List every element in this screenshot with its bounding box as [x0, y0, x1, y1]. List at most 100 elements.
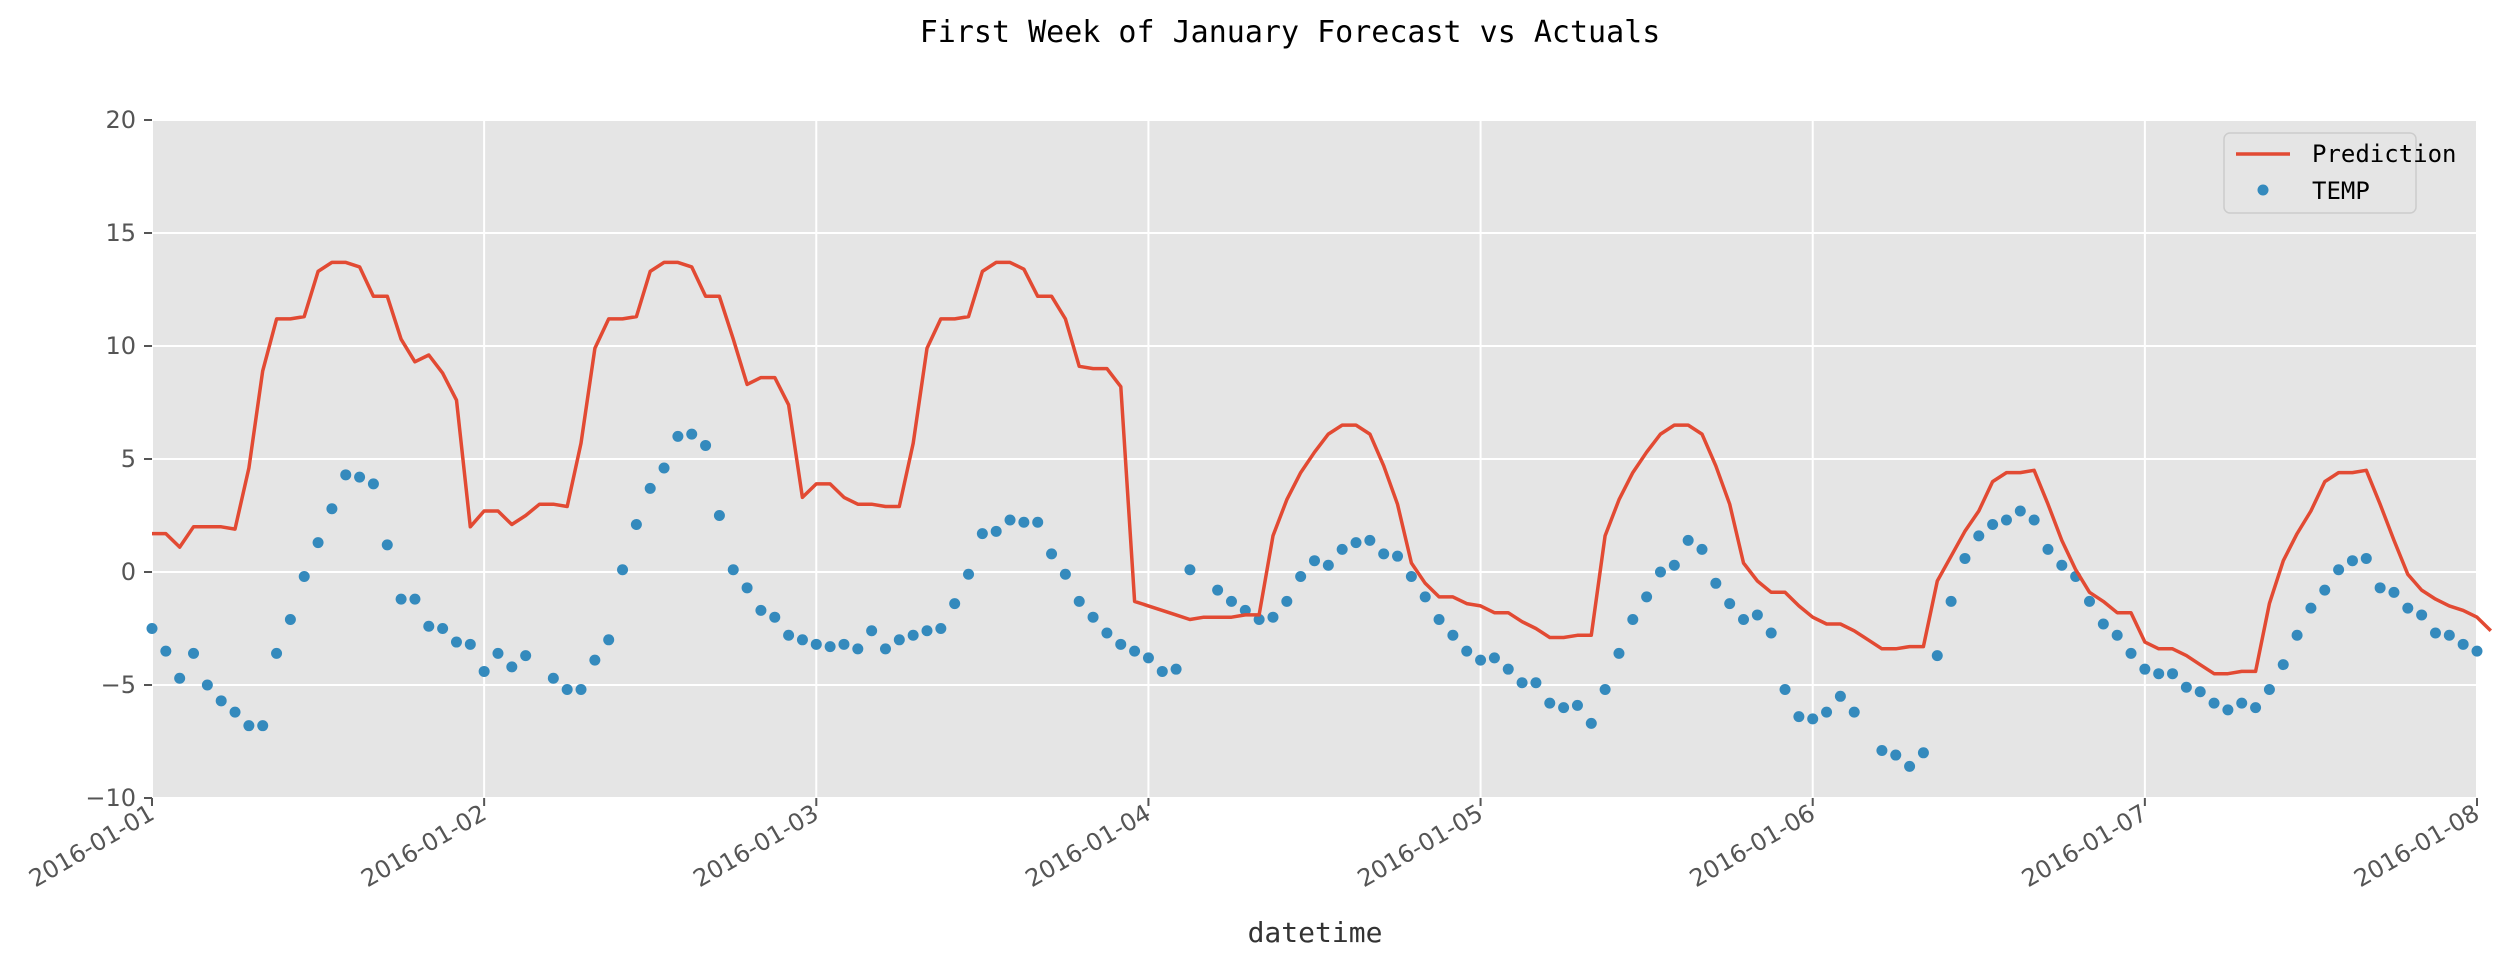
temp-point: [409, 593, 421, 605]
temp-point: [1392, 550, 1404, 562]
temp-point: [2111, 629, 2123, 641]
temp-point: [423, 620, 435, 632]
y-tick-label: 20: [105, 106, 136, 134]
temp-point: [326, 503, 338, 515]
prediction-series: [152, 260, 2493, 676]
temp-point: [796, 634, 808, 646]
temp-point: [575, 684, 587, 696]
temp-point: [976, 528, 988, 540]
temp-point: [1641, 591, 1653, 603]
temp-point: [1475, 654, 1487, 666]
temp-point: [1654, 566, 1666, 578]
x-axis: 2016-01-01 2016-01-02 2016-01-03 2016-01-04…: [24, 798, 2484, 893]
temp-point: [2263, 684, 2275, 696]
temp-point: [1571, 699, 1583, 711]
temp-point: [1738, 613, 1750, 625]
temp-point: [2457, 638, 2469, 650]
temp-point: [2429, 627, 2441, 639]
temp-point: [2319, 584, 2331, 596]
temp-point: [1585, 717, 1597, 729]
temp-point: [1876, 745, 1888, 757]
temp-point: [1821, 706, 1833, 718]
temp-point: [838, 638, 850, 650]
temp-point: [1516, 677, 1528, 689]
temp-point: [1032, 516, 1044, 528]
temp-point: [1807, 713, 1819, 725]
temp-point: [1931, 650, 1943, 662]
x-tick-label: 2016-01-07: [2017, 799, 2152, 893]
temp-point: [229, 706, 241, 718]
temp-point: [2471, 645, 2483, 657]
y-tick-label: 0: [121, 558, 136, 586]
temp-point: [1959, 552, 1971, 564]
temp-point: [1115, 638, 1127, 650]
temp-series: [146, 428, 2483, 772]
temp-point: [1073, 595, 1085, 607]
temp-point: [755, 604, 767, 616]
temp-point: [312, 537, 324, 549]
temp-point: [1461, 645, 1473, 657]
temp-point: [1544, 697, 1556, 709]
temp-point: [2014, 505, 2026, 517]
temp-point: [395, 593, 407, 605]
temp-point: [990, 525, 1002, 537]
temp-point: [1364, 534, 1376, 546]
temp-point: [450, 636, 462, 648]
temp-point: [1488, 652, 1500, 664]
temp-point: [2360, 552, 2372, 564]
temp-point: [2167, 668, 2179, 680]
temp-point: [160, 645, 172, 657]
temp-point: [492, 647, 504, 659]
temp-point: [284, 613, 296, 625]
temp-point: [2416, 609, 2428, 621]
temp-point: [1779, 684, 1791, 696]
temp-point: [520, 650, 532, 662]
temp-point: [243, 720, 255, 732]
temp-point: [188, 647, 200, 659]
temp-point: [713, 510, 725, 521]
y-axis: −10 −5 0 5 10 15 20: [85, 106, 152, 812]
temp-point: [1309, 555, 1320, 567]
temp-point: [2222, 704, 2234, 716]
x-tick-label: 2016-01-03: [688, 799, 823, 893]
temp-point: [2388, 586, 2400, 598]
temp-point: [1696, 543, 1708, 555]
y-tick-label: 15: [105, 219, 136, 247]
temp-point: [1225, 595, 1237, 607]
temp-point: [2208, 697, 2220, 709]
temp-point: [1378, 548, 1390, 560]
temp-point: [1267, 611, 1279, 623]
temp-point: [893, 634, 905, 646]
temp-point: [1059, 568, 1071, 580]
temp-point: [2042, 543, 2054, 555]
temp-point: [2056, 559, 2068, 571]
temp-point: [630, 519, 642, 531]
temp-point: [769, 611, 781, 623]
temp-point: [921, 625, 933, 637]
temp-point: [340, 469, 352, 481]
temp-point: [1973, 530, 1985, 542]
temp-point: [810, 638, 822, 650]
temp-point: [2194, 686, 2206, 698]
temp-point: [2443, 629, 2455, 641]
temp-point: [1433, 613, 1445, 625]
temp-point: [1447, 629, 1459, 641]
temp-point: [1405, 571, 1417, 583]
temp-point: [963, 568, 975, 580]
temp-point: [2153, 668, 2165, 680]
temp-point: [935, 623, 947, 634]
temp-point: [201, 679, 213, 691]
temp-point: [464, 638, 476, 650]
x-tick-label: 2016-01-01: [24, 799, 159, 893]
temp-point: [1710, 577, 1722, 589]
temp-point: [1295, 571, 1307, 583]
temp-point: [866, 625, 878, 637]
x-tick-label: 2016-01-08: [2349, 799, 2484, 893]
temp-point: [686, 428, 698, 440]
temp-point: [1765, 627, 1777, 639]
y-tick-label: 10: [105, 332, 136, 360]
temp-point: [1682, 534, 1694, 546]
temp-point: [1212, 584, 1224, 596]
prediction-line: [152, 260, 2493, 676]
temp-point: [1668, 559, 1680, 571]
